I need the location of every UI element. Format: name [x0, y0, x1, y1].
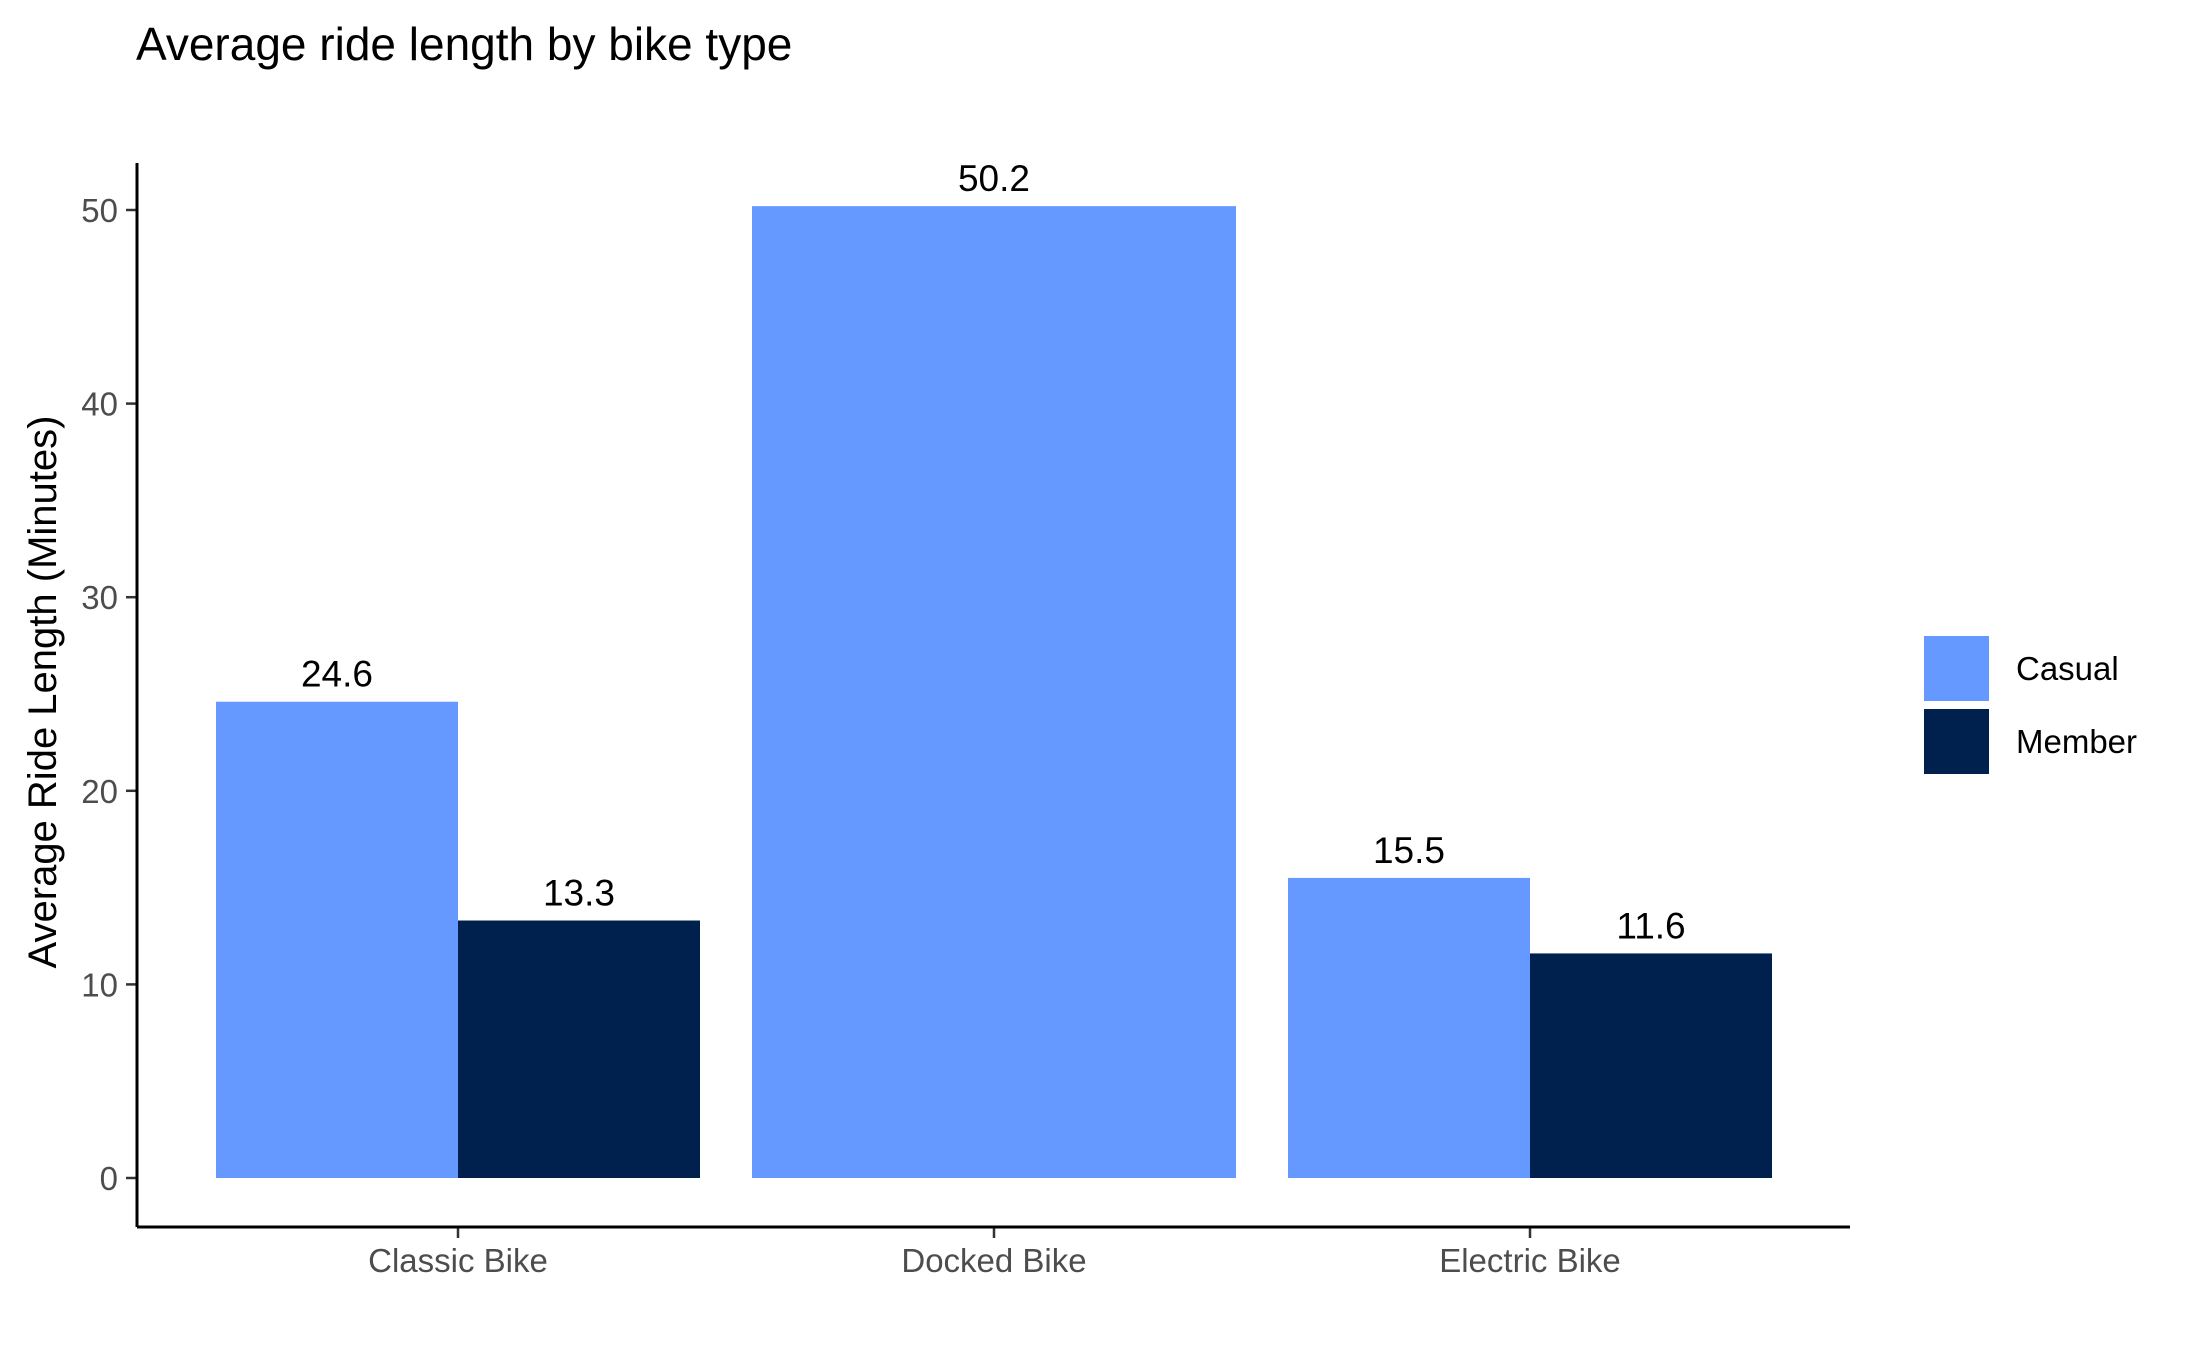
- bar-casual: [752, 206, 1236, 1179]
- y-tick-label: 40: [81, 386, 118, 423]
- legend-swatch-member: [1924, 709, 1989, 774]
- chart-title: Average ride length by bike type: [136, 18, 792, 70]
- y-axis-label: Average Ride Length (Minutes): [21, 416, 65, 969]
- legend: Casual Member: [1924, 636, 2137, 774]
- x-tick-label: Electric Bike: [1439, 1242, 1621, 1279]
- y-tick-label: 30: [81, 579, 118, 616]
- data-label: 11.6: [1616, 905, 1685, 946]
- x-axis-ticks: Classic Bike Docked Bike Electric Bike: [368, 1227, 1621, 1279]
- y-tick-label: 50: [81, 192, 118, 229]
- data-label: 24.6: [301, 654, 373, 695]
- bars: [216, 206, 1772, 1179]
- y-tick-label: 0: [100, 1160, 118, 1197]
- data-label: 15.5: [1373, 830, 1445, 871]
- y-tick-label: 20: [81, 773, 118, 810]
- y-axis-ticks: 0 10 20 30 40 50: [81, 192, 137, 1197]
- legend-label: Casual: [2016, 650, 2119, 687]
- bar-member: [458, 920, 700, 1178]
- legend-label: Member: [2016, 723, 2137, 760]
- x-tick-label: Classic Bike: [368, 1242, 548, 1279]
- y-tick-label: 10: [81, 966, 118, 1003]
- bar-casual: [216, 701, 458, 1178]
- data-label: 13.3: [543, 873, 615, 914]
- bar-casual: [1288, 877, 1530, 1178]
- x-tick-label: Docked Bike: [901, 1242, 1086, 1279]
- bar-member: [1530, 953, 1772, 1178]
- legend-swatch-casual: [1924, 636, 1989, 701]
- data-label: 50.2: [958, 158, 1030, 199]
- data-labels: 24.6 13.3 50.2 15.5 11.6: [301, 158, 1686, 946]
